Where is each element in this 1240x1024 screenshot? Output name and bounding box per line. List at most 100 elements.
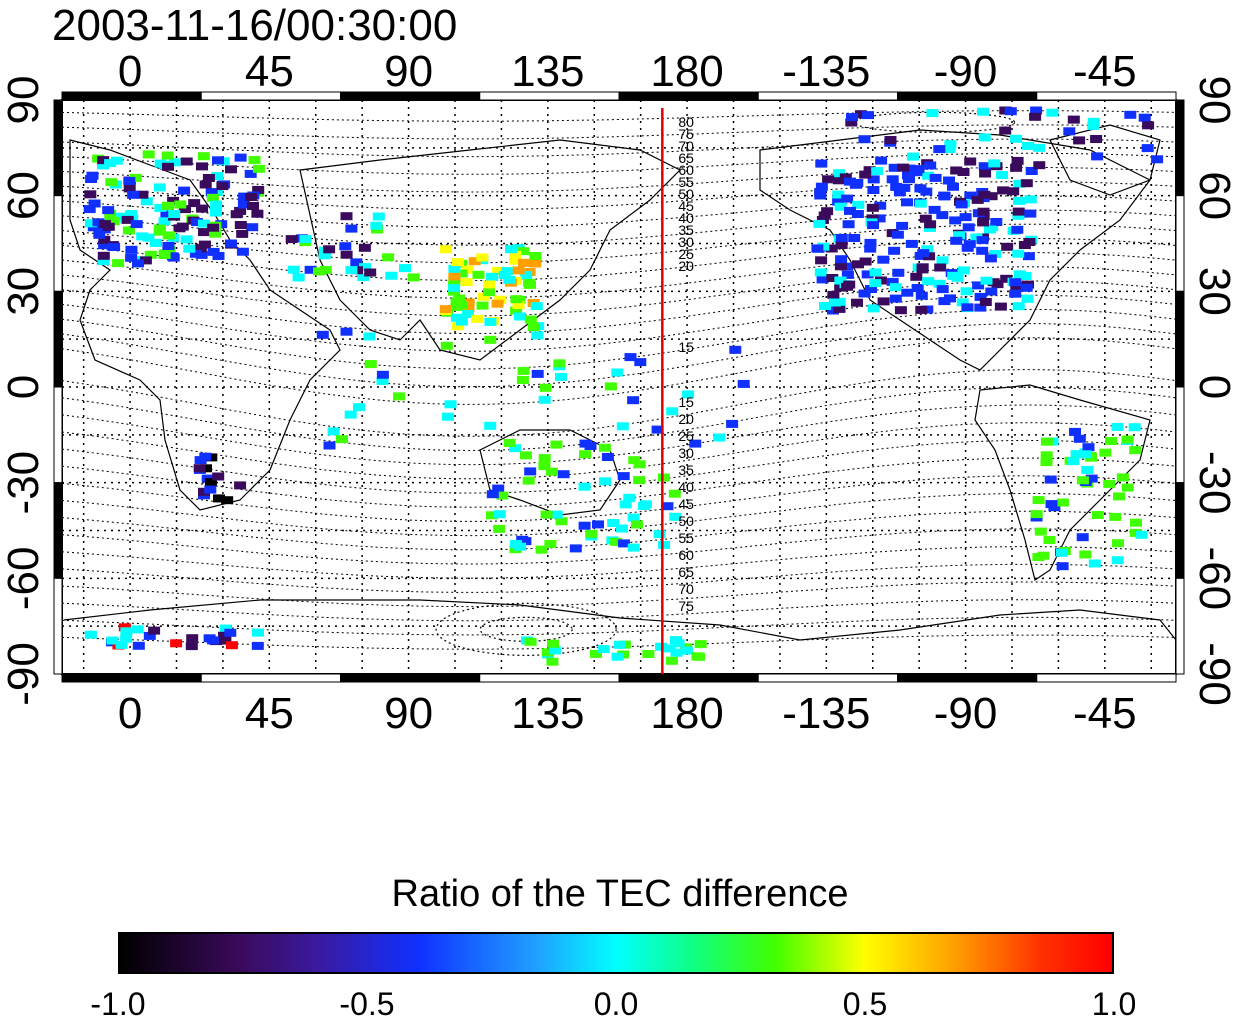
tec-patch [867, 304, 880, 313]
tec-patch [996, 171, 1009, 179]
tec-patch [1088, 559, 1101, 568]
tec-patch [979, 298, 992, 306]
tec-patch [578, 521, 591, 530]
tec-patch [848, 234, 861, 242]
tec-patch [928, 205, 941, 214]
tec-patch [579, 450, 592, 459]
contour-line [61, 124, 1177, 140]
tec-patch [234, 221, 247, 229]
tec-patch [844, 177, 856, 186]
tec-patch [1013, 179, 1026, 188]
contour-line [61, 110, 1177, 122]
tec-patch [814, 268, 827, 277]
contour-line [61, 581, 1177, 608]
tec-patch [1099, 448, 1112, 457]
tec-patch [892, 268, 905, 277]
tec-patch [539, 383, 552, 392]
tec-patch [924, 220, 937, 229]
tec-patch [1109, 512, 1122, 521]
tec-patch [550, 510, 563, 519]
tec-patch [376, 370, 389, 379]
tec-patch [1091, 511, 1104, 519]
tec-patch [198, 487, 210, 496]
tec-patch [385, 271, 398, 280]
tec-patch [1113, 492, 1125, 501]
tec-patch [1082, 443, 1095, 452]
tec-patch [691, 652, 704, 661]
tec-patch [236, 247, 249, 256]
tec-patch [972, 281, 985, 290]
tec-patch [598, 443, 611, 452]
tec-patch [1009, 278, 1022, 287]
tec-patch [1022, 252, 1035, 261]
tec-patch [634, 358, 647, 367]
tec-patch [902, 171, 914, 180]
tec-patch [162, 162, 174, 171]
tec-patch [893, 188, 906, 197]
tec-patch [978, 190, 991, 199]
tec-patch [493, 524, 506, 533]
tec-patch [122, 226, 135, 235]
tec-patch [841, 194, 854, 203]
tec-patch [448, 283, 461, 292]
contour-label-north: 60 [678, 162, 694, 178]
edge-bar-bottom [1036, 673, 1177, 683]
timestamp-title: 2003-11-16/00:30:00 [52, 1, 458, 50]
tec-patch [180, 235, 193, 244]
tec-patch [205, 188, 218, 197]
contour-label-north: 50 [678, 186, 694, 202]
tec-patch [162, 201, 174, 210]
tec-patch [555, 372, 567, 381]
tec-patch [658, 540, 671, 549]
tec-patch [1040, 458, 1053, 467]
edge-bar-left [53, 482, 63, 579]
tec-patch [212, 156, 224, 165]
tec-patch [933, 145, 946, 154]
tec-patch [139, 256, 152, 265]
tec-patch [213, 494, 225, 503]
tec-patch [668, 489, 681, 498]
tec-patch [874, 201, 887, 210]
y-tick-right: -60 [1190, 547, 1239, 611]
tec-patch [910, 272, 923, 281]
tec-patch [1013, 270, 1026, 279]
tec-patch [125, 253, 138, 262]
tec-patch [827, 306, 839, 315]
tec-patch [304, 265, 317, 274]
tec-patch [1116, 473, 1129, 482]
tec-patch [382, 253, 395, 262]
tec-patch [207, 223, 219, 232]
tec-patch [496, 491, 509, 500]
tec-patch [997, 186, 1010, 195]
x-tick-top: 90 [384, 47, 433, 96]
coast-asia [299, 139, 682, 361]
tec-patch [524, 637, 537, 646]
tec-patch [938, 191, 951, 200]
tec-patch [189, 249, 202, 258]
tec-patch [959, 213, 972, 222]
contour-label-south: 15 [678, 394, 694, 410]
tec-patch [834, 262, 847, 271]
tec-patch [224, 628, 237, 637]
tec-patch [886, 175, 899, 184]
tec-patch [682, 390, 695, 399]
tec-patch [555, 517, 568, 526]
frame-edge-bars [53, 91, 1185, 683]
tec-patch [168, 210, 181, 218]
tec-patch [814, 188, 827, 196]
tec-patch [607, 519, 620, 527]
tec-patch [108, 243, 121, 251]
tec-patch [869, 268, 882, 277]
tec-patch [188, 199, 201, 208]
contour-label-south: 75 [678, 598, 694, 614]
tec-patch [884, 136, 897, 144]
tec-patch [524, 467, 537, 476]
tec-patch [1000, 274, 1013, 283]
contour-label-south: 60 [678, 547, 694, 563]
tec-patch [585, 529, 598, 538]
tec-patch [964, 191, 977, 200]
tec-patch [835, 233, 848, 242]
tec-patch [729, 345, 742, 354]
tec-patch [1033, 161, 1046, 170]
tec-patch [957, 168, 970, 176]
